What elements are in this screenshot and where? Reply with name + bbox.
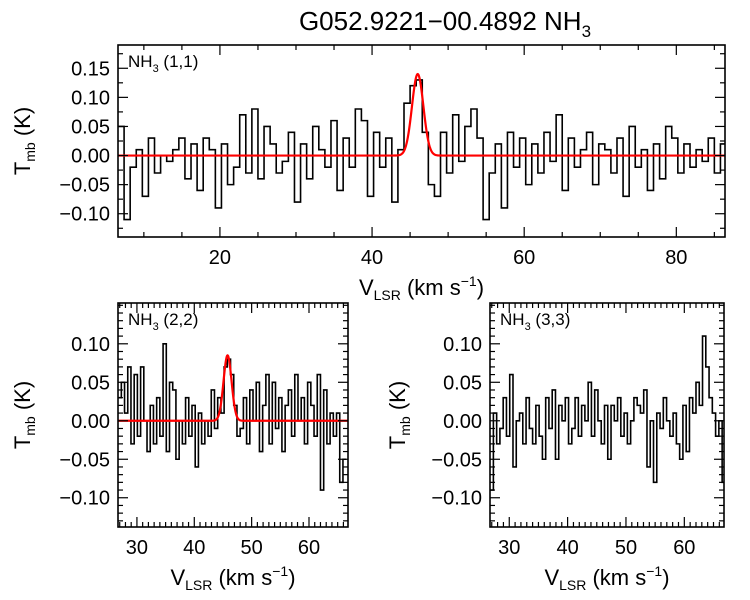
spectrum-line bbox=[118, 342, 347, 491]
xlabel-end: ) bbox=[662, 565, 669, 590]
label-text: NH bbox=[128, 310, 153, 329]
y-tick-label: 0.05 bbox=[443, 372, 482, 394]
y-tick-label: 0.10 bbox=[71, 334, 110, 356]
panel-nh3-22: 30 40 50 60 −0.10 −0.05 0.00 0.05 0.10 NH3 (2,2) V… bbox=[10, 302, 349, 593]
x-tick-label: 60 bbox=[298, 537, 320, 559]
ylabel-sub: mb bbox=[22, 416, 38, 436]
y-tick-label: −0.05 bbox=[431, 449, 482, 471]
xlabel-sub: LSR bbox=[185, 577, 212, 593]
chart-title: G052.9221−00.4892 NH3 bbox=[299, 6, 591, 41]
spectrum-line bbox=[490, 335, 724, 491]
ylabel-unit: (K) bbox=[10, 107, 35, 142]
x-tick-label: 80 bbox=[665, 247, 687, 269]
xlabel-sup: −1 bbox=[272, 563, 288, 579]
gaussian-fit-line bbox=[118, 354, 348, 422]
label-suffix: (2,2) bbox=[159, 310, 199, 329]
panel-label: NH3 (3,3) bbox=[500, 310, 570, 333]
xlabel-text: V bbox=[359, 275, 374, 300]
xlabel-sup: −1 bbox=[461, 273, 477, 289]
ylabel-sub: mb bbox=[22, 142, 38, 162]
x-tick-label: 30 bbox=[498, 537, 520, 559]
x-axis-label: VLSR (km s−1) bbox=[544, 563, 669, 593]
x-tick-label: 40 bbox=[183, 537, 205, 559]
x-axis-label: VLSR (km s−1) bbox=[359, 273, 484, 303]
label-text: NH bbox=[128, 52, 153, 71]
ylabel-unit: (K) bbox=[10, 381, 35, 416]
xlabel-unit: (km s bbox=[586, 565, 646, 590]
label-suffix: (1,1) bbox=[159, 52, 199, 71]
x-tick-label: 40 bbox=[361, 247, 383, 269]
x-axis-label: VLSR (km s−1) bbox=[170, 563, 295, 593]
panel-label: NH3 (1,1) bbox=[128, 52, 198, 75]
y-tick-label: −0.10 bbox=[59, 204, 110, 226]
x-tick-label: 60 bbox=[513, 247, 535, 269]
label-text: NH bbox=[500, 310, 525, 329]
y-tick-label: −0.05 bbox=[59, 449, 110, 471]
x-tick-label: 30 bbox=[126, 537, 148, 559]
xlabel-text: V bbox=[544, 565, 559, 590]
y-tick-label: −0.10 bbox=[59, 488, 110, 510]
plot-frame bbox=[117, 302, 349, 528]
x-tick-label: 40 bbox=[556, 537, 578, 559]
ylabel-text: T bbox=[10, 162, 35, 175]
y-tick-label: 0.15 bbox=[71, 58, 110, 80]
y-axis-label: Tmb (K) bbox=[10, 381, 38, 449]
xlabel-unit: (km s bbox=[401, 275, 461, 300]
y-tick-label: 0.10 bbox=[71, 87, 110, 109]
ylabel-sub: mb bbox=[397, 416, 413, 436]
y-tick-label: 0.00 bbox=[71, 411, 110, 433]
spectrum-line bbox=[118, 79, 725, 221]
y-tick-label: −0.10 bbox=[431, 488, 482, 510]
xlabel-sup: −1 bbox=[646, 563, 662, 579]
gaussian-fit-line bbox=[118, 72, 725, 157]
xlabel-end: ) bbox=[288, 565, 295, 590]
panel-nh3-11: 20 40 60 80 −0.10 −0.05 0.00 0.05 0.10 0.15 NH3 (1… bbox=[10, 44, 726, 303]
xlabel-text: V bbox=[170, 565, 185, 590]
panel-nh3-33: 30 40 50 60 −0.10 −0.05 0.00 0.05 0.10 NH3 (3,3) V… bbox=[385, 302, 725, 593]
y-axis-label: Tmb (K) bbox=[10, 107, 38, 175]
y-tick-label: 0.10 bbox=[443, 334, 482, 356]
xlabel-sub: LSR bbox=[374, 287, 401, 303]
x-tick-label: 50 bbox=[615, 537, 637, 559]
x-tick-label: 20 bbox=[209, 247, 231, 269]
label-sub: 3 bbox=[153, 63, 159, 75]
ylabel-unit: (K) bbox=[385, 381, 410, 416]
y-tick-label: 0.00 bbox=[71, 146, 110, 168]
x-tick-label: 50 bbox=[241, 537, 263, 559]
xlabel-unit: (km s bbox=[212, 565, 272, 590]
panel-label: NH3 (2,2) bbox=[128, 310, 198, 333]
x-tick-label: 60 bbox=[673, 537, 695, 559]
plot-frame bbox=[489, 302, 725, 528]
y-tick-label: −0.05 bbox=[59, 175, 110, 197]
ylabel-text: T bbox=[10, 436, 35, 449]
y-tick-label: 0.00 bbox=[443, 411, 482, 433]
label-sub: 3 bbox=[525, 321, 531, 333]
ylabel-text: T bbox=[385, 436, 410, 449]
xlabel-end: ) bbox=[477, 275, 484, 300]
y-tick-label: 0.05 bbox=[71, 372, 110, 394]
xlabel-sub: LSR bbox=[559, 577, 586, 593]
y-tick-label: 0.05 bbox=[71, 116, 110, 138]
label-suffix: (3,3) bbox=[531, 310, 571, 329]
y-axis-label: Tmb (K) bbox=[385, 381, 413, 449]
label-sub: 3 bbox=[153, 321, 159, 333]
